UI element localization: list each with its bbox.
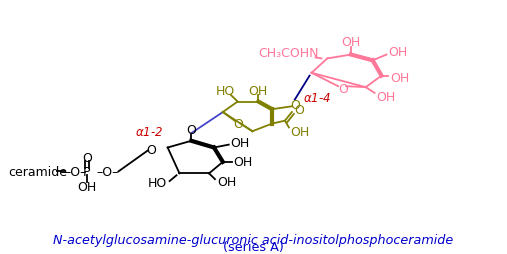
Text: $\alpha$1-4: $\alpha$1-4 [303,92,331,105]
Text: O: O [187,123,196,136]
Text: N-acetylglucosamine-glucuronic acid-inositolphosphoceramide: N-acetylglucosamine-glucuronic acid-inos… [53,233,454,246]
Text: O: O [234,118,243,131]
Text: HO: HO [148,177,167,190]
Text: $\alpha$1-2: $\alpha$1-2 [135,125,164,138]
Text: O: O [294,103,304,116]
Text: (series A): (series A) [223,241,284,253]
Text: OH: OH [388,46,408,59]
Text: ceramide: ceramide [8,165,67,178]
Text: –O–: –O– [97,165,119,178]
Text: OH: OH [290,125,309,138]
Text: OH: OH [217,175,236,188]
Text: OH: OH [249,84,268,97]
Text: O: O [146,143,156,156]
Text: O: O [82,151,92,164]
Text: O: O [338,82,348,95]
Text: OH: OH [234,156,253,169]
Text: OH: OH [77,181,96,194]
Text: P: P [83,165,91,178]
Text: HO: HO [216,85,235,98]
Text: O: O [290,99,300,112]
Text: CH₃COHN: CH₃COHN [259,47,319,60]
Text: OH: OH [390,72,410,85]
Text: OH: OH [231,137,250,150]
Text: OH: OH [341,36,360,49]
Text: –O–: –O– [64,165,87,178]
Text: OH: OH [377,91,396,104]
